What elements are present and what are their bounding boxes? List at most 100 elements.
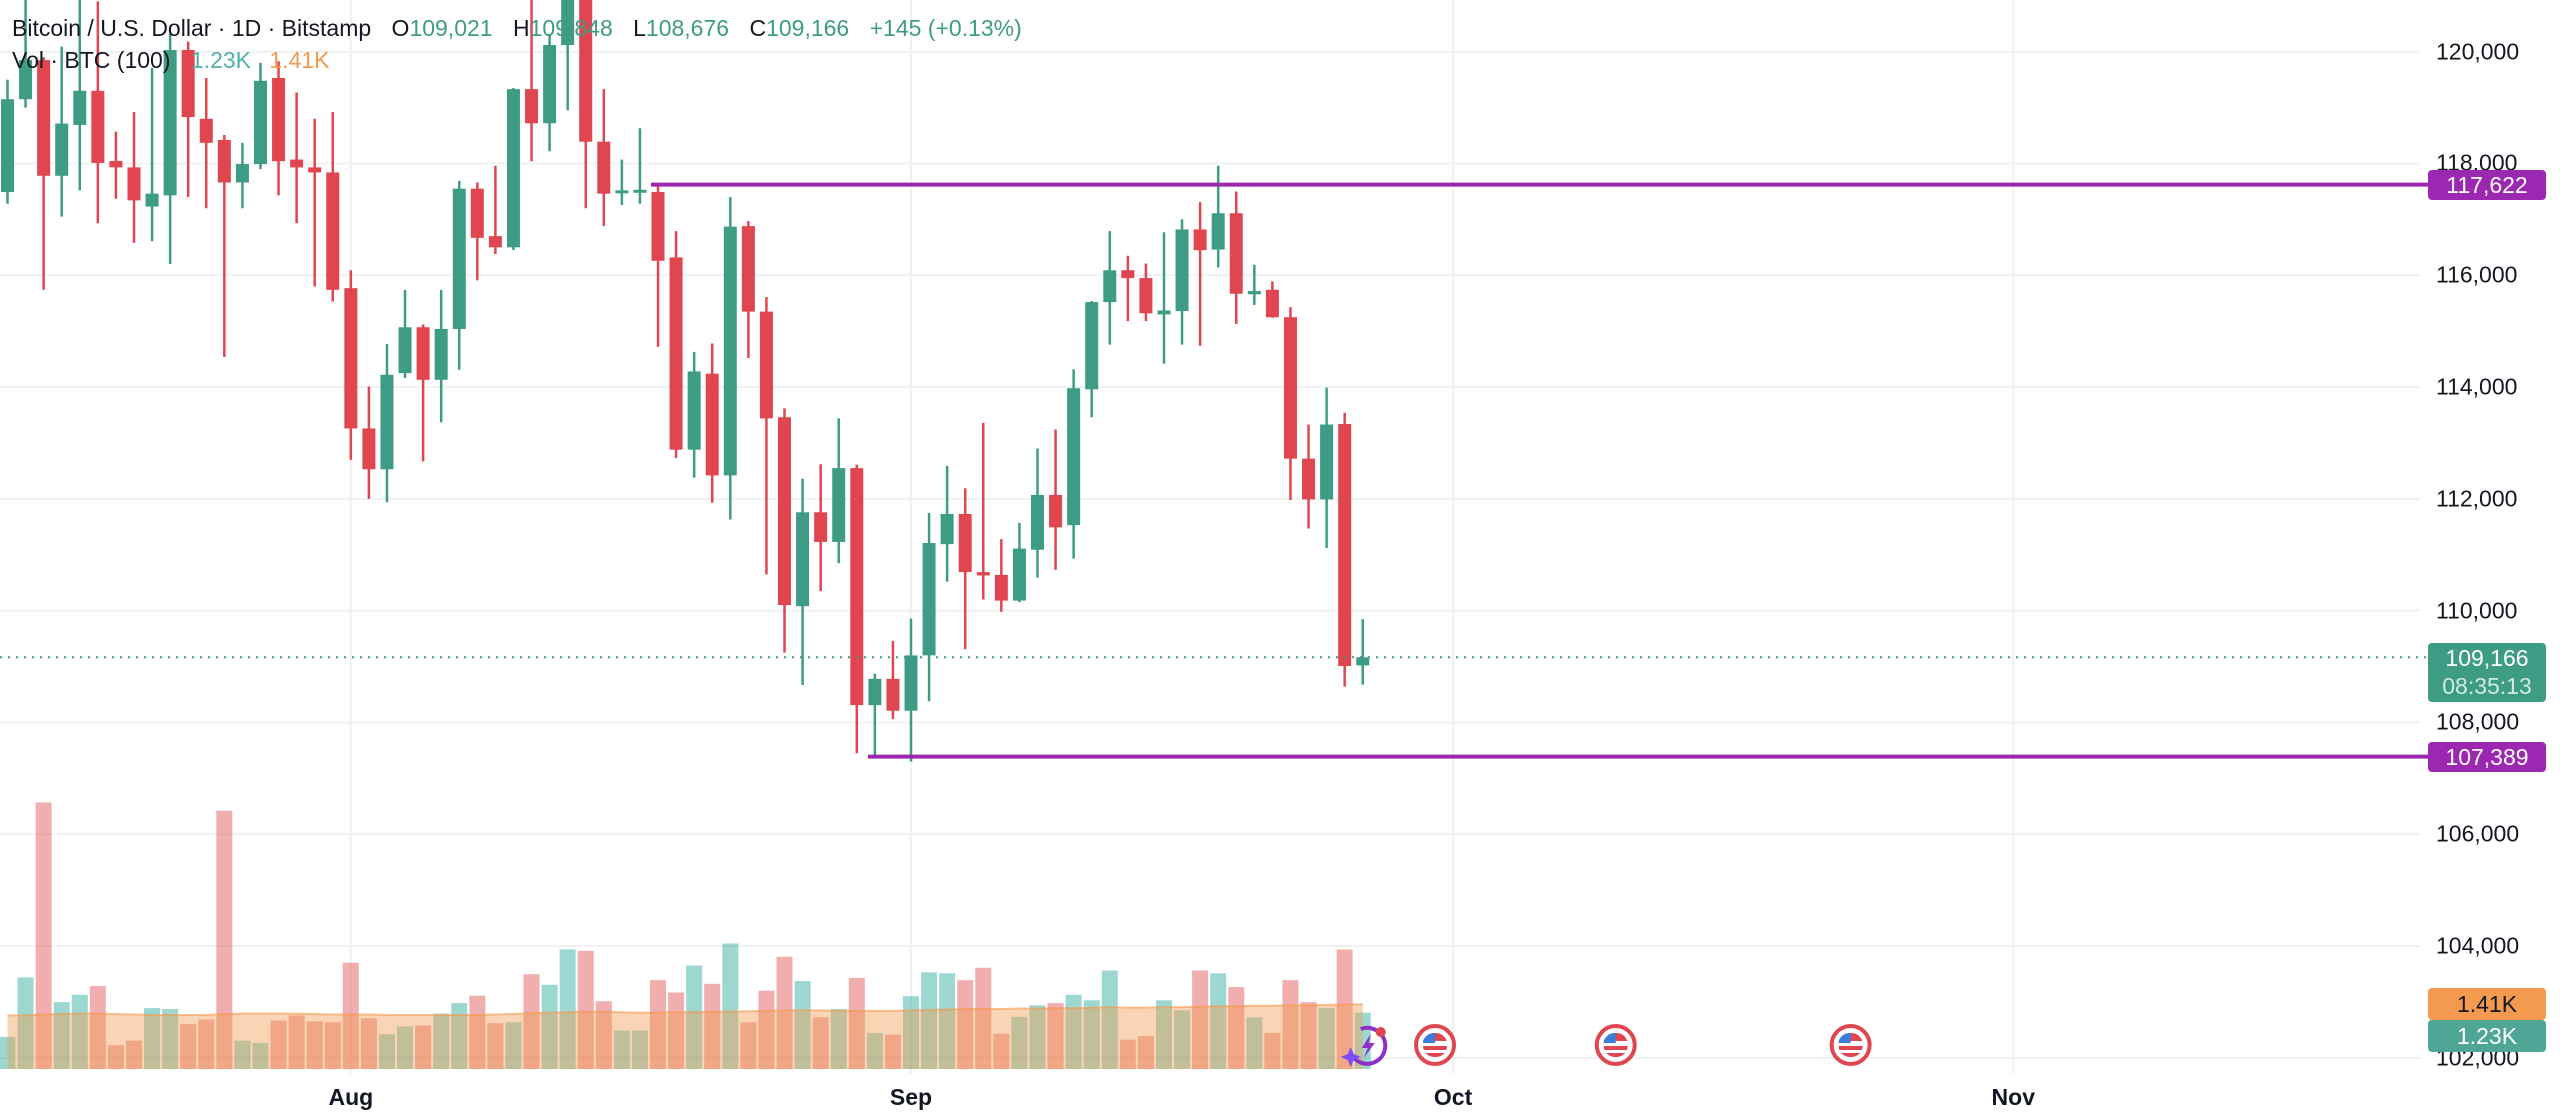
volume-ma-value: 1.41K: [269, 47, 330, 73]
candle: [976, 422, 990, 600]
candle: [525, 0, 539, 162]
volume-legend[interactable]: Vol · BTC (100) 1.23K 1.41K: [12, 45, 330, 75]
candle: [488, 165, 502, 255]
volume-bar: [397, 1026, 414, 1069]
volume-bar: [577, 950, 594, 1069]
volume-bar: [613, 1030, 630, 1069]
volume-bar: [180, 1024, 197, 1069]
candle-body: [253, 80, 267, 165]
volume-bar: [631, 1030, 648, 1069]
candle-body: [326, 172, 340, 290]
volume-bar: [1318, 1008, 1335, 1069]
us-flag-icon[interactable]: [1829, 1024, 1872, 1066]
close-value: 109,166: [766, 15, 850, 41]
candle: [850, 464, 864, 754]
volume-value: 1.23K: [190, 47, 251, 73]
candle-body: [561, 0, 575, 45]
candle: [217, 134, 231, 357]
volume-bar: [903, 996, 919, 1069]
volume-bar: [939, 973, 956, 1069]
volume-bar: [812, 1017, 829, 1069]
volume-bar: [162, 1009, 179, 1069]
candle-body: [199, 118, 213, 143]
candle-body: [814, 512, 828, 542]
volume-bar: [198, 1019, 215, 1069]
us-flag-icon[interactable]: [1414, 1024, 1457, 1066]
candle: [886, 640, 900, 720]
candle: [55, 46, 69, 217]
volume-bar: [216, 810, 233, 1069]
candle: [253, 62, 267, 170]
candle: [1012, 522, 1026, 603]
candle: [796, 478, 810, 685]
volume-bar: [975, 967, 992, 1069]
volume-bar: [415, 1025, 432, 1069]
volume-bar: [234, 1040, 251, 1069]
volume-bar: [0, 1036, 16, 1069]
volume-bar: [523, 974, 540, 1069]
candle-body: [452, 188, 466, 329]
flag-canton: [1423, 1032, 1436, 1043]
candle-body: [308, 167, 322, 173]
close-label: C: [749, 15, 767, 41]
volume-bar: [830, 1009, 847, 1069]
candle-body: [579, 0, 593, 142]
lightning-star-icon[interactable]: [1340, 1025, 1388, 1067]
volume-bar: [993, 1033, 1010, 1069]
events-row[interactable]: [1340, 1024, 1872, 1067]
volume-bar: [1011, 1016, 1028, 1069]
volume-bar: [722, 943, 739, 1069]
sparkle: [1340, 1047, 1361, 1067]
candle: [181, 41, 195, 198]
candle: [994, 539, 1008, 612]
volume-bar: [1174, 1010, 1191, 1069]
candle: [506, 88, 520, 251]
candle: [1, 79, 14, 204]
candle-body: [506, 89, 520, 248]
candle: [326, 112, 340, 302]
horizontal-levels[interactable]: [0, 182, 2430, 759]
candle-body: [1157, 310, 1171, 315]
candle: [19, 0, 33, 108]
candle-body: [705, 373, 719, 476]
candle: [723, 197, 737, 520]
us-flag-icon[interactable]: [1594, 1024, 1637, 1066]
grid: [0, 0, 2420, 1074]
candle-body: [1030, 494, 1044, 550]
candle-body: [723, 226, 737, 476]
flag-stripe-white: [1838, 1050, 1863, 1053]
candle-body: [1121, 270, 1135, 279]
volume-bar: [342, 962, 359, 1069]
candle: [73, 0, 87, 191]
candle: [163, 33, 177, 265]
volume-bar: [451, 1003, 468, 1069]
candle: [633, 128, 647, 204]
candle: [290, 92, 304, 224]
candle: [1121, 255, 1135, 322]
volume-bar: [1029, 1005, 1046, 1069]
volume-bar: [1300, 1002, 1317, 1069]
candle-body: [290, 159, 304, 168]
candle: [434, 289, 448, 423]
candle-body: [416, 327, 430, 380]
candle: [832, 418, 846, 564]
symbol-legend[interactable]: Bitcoin / U.S. Dollar · 1D · Bitstamp O1…: [12, 13, 1036, 43]
candle-body: [922, 543, 936, 656]
candle-body: [1139, 278, 1153, 314]
candle-body: [55, 123, 69, 176]
volume-bar: [53, 1002, 70, 1069]
volume-bar: [1282, 980, 1299, 1069]
candle: [1302, 424, 1316, 529]
volume-title[interactable]: Vol · BTC (100): [12, 47, 171, 73]
candle-body: [1067, 388, 1081, 526]
candle-body: [1229, 213, 1243, 294]
candle-body: [1193, 229, 1207, 251]
symbol-title[interactable]: Bitcoin / U.S. Dollar · 1D · Bitstamp: [12, 15, 372, 41]
candle: [868, 673, 882, 757]
candle: [1320, 387, 1334, 549]
candle: [37, 57, 51, 290]
candle: [1283, 307, 1297, 500]
time-tick-label: Nov: [1991, 1084, 2035, 1110]
volume-ma-axis-label: 1.41K: [2428, 988, 2546, 1021]
